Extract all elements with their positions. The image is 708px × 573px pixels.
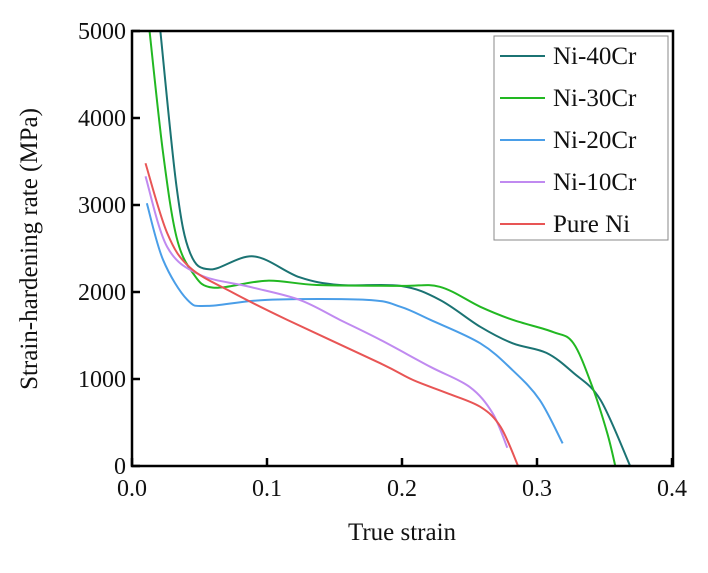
series-line-ni-10cr — [144, 175, 509, 449]
x-axis-label: True strain — [348, 519, 457, 546]
legend-label: Ni-40Cr — [553, 43, 637, 70]
x-tick-label: 0.3 — [522, 476, 552, 502]
series-line-ni-30cr — [148, 31, 617, 467]
legend-label: Ni-10Cr — [553, 169, 637, 196]
legend-box — [493, 35, 669, 241]
series-lines — [144, 31, 632, 467]
y-axis-label: Strain-hardening rate (MPa) — [16, 108, 43, 390]
x-tick-label: 0.2 — [387, 476, 417, 502]
y-tick-label: 4000 — [78, 106, 126, 132]
legend: Ni-40Cr Ni-30Cr Ni-20Cr Ni-10Cr Pure Ni — [493, 35, 669, 241]
y-tick-label: 0 — [114, 454, 126, 480]
y-axis: 0 1000 2000 3000 4000 5000 — [78, 19, 140, 480]
x-tick-label: 0.4 — [657, 476, 687, 502]
y-tick-label: 3000 — [78, 193, 126, 219]
x-tick-label: 0.1 — [252, 476, 282, 502]
x-axis: 0.0 0.1 0.2 0.3 0.4 — [117, 458, 687, 502]
legend-label: Ni-30Cr — [553, 85, 637, 112]
x-tick-label: 0.0 — [117, 476, 147, 502]
series-line-ni-20cr — [145, 202, 564, 444]
y-tick-label: 2000 — [78, 280, 126, 306]
y-tick-label: 5000 — [78, 19, 126, 45]
y-tick-label: 1000 — [78, 367, 126, 393]
legend-label: Ni-20Cr — [553, 127, 637, 154]
series-line-pure-ni — [144, 162, 520, 467]
legend-label: Pure Ni — [553, 211, 630, 238]
